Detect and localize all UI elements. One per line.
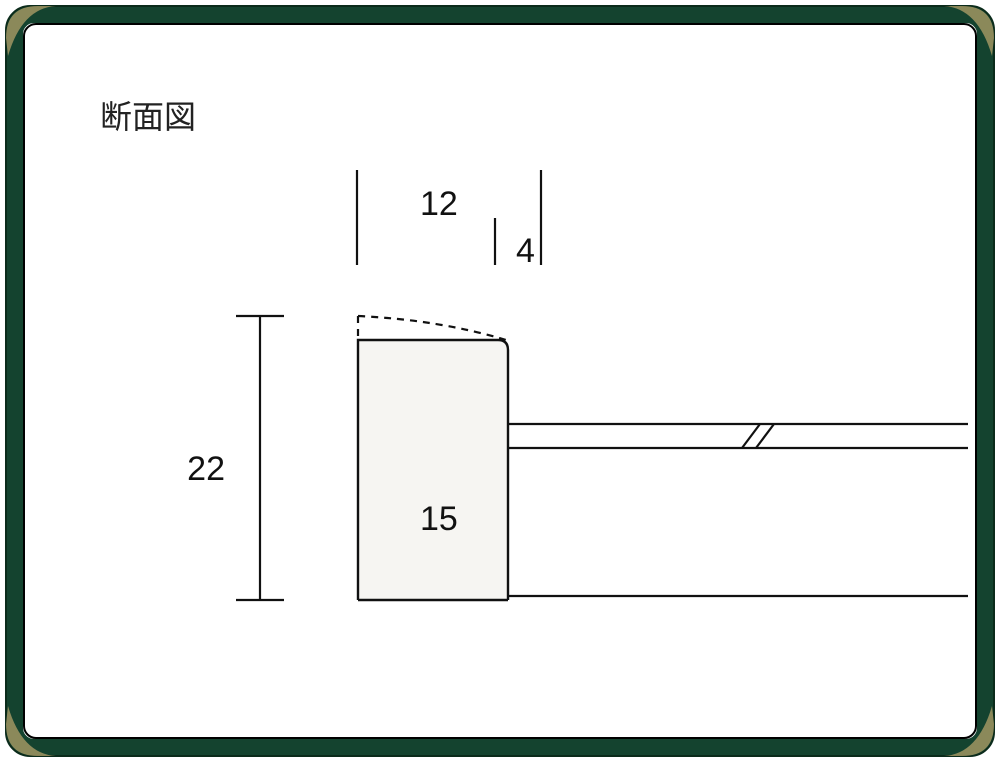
diagram-title: 断面図 <box>100 99 196 135</box>
left-dimension: 22 <box>187 316 284 600</box>
rail-hatch-2 <box>756 424 774 448</box>
diagram-svg: 断面図 12 4 22 <box>0 0 1000 762</box>
profile-dashed-lip <box>358 316 506 340</box>
top-dimension: 12 4 <box>357 170 541 270</box>
top-dim-value-notch: 4 <box>516 232 535 270</box>
diagram-stage: 断面図 12 4 22 <box>0 0 1000 762</box>
cross-section-profile: 15 <box>358 316 968 600</box>
top-dim-value-total: 12 <box>420 185 458 223</box>
rail-hatch-1 <box>742 424 760 448</box>
upper-rail <box>508 424 968 448</box>
left-dim-value: 22 <box>187 450 225 488</box>
rebate-dim-value: 15 <box>420 500 458 538</box>
profile-fill <box>358 340 508 600</box>
